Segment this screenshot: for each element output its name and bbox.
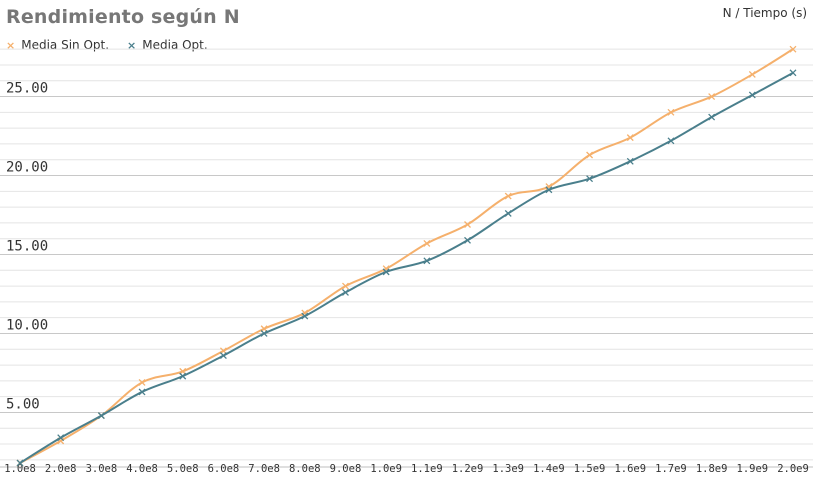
data-point[interactable] bbox=[138, 378, 146, 386]
x-tick-label: 1.0e9 bbox=[370, 463, 402, 475]
legend-label: Media Opt. bbox=[142, 38, 208, 52]
data-point[interactable] bbox=[260, 330, 268, 337]
data-point[interactable] bbox=[626, 157, 634, 165]
x-tick-label: 1.0e8 bbox=[4, 463, 36, 475]
axis-note: N / Tiempo (s) bbox=[722, 6, 807, 20]
data-point[interactable] bbox=[748, 70, 756, 78]
x-tick-label: 1.8e9 bbox=[696, 463, 728, 475]
data-point[interactable] bbox=[667, 137, 675, 145]
data-point[interactable] bbox=[708, 113, 716, 121]
x-tick-label: 5.0e8 bbox=[167, 463, 199, 475]
legend: × Media Sin Opt. × Media Opt. bbox=[6, 38, 208, 52]
y-tick-label: 25.00 bbox=[6, 81, 48, 97]
data-point[interactable] bbox=[626, 134, 634, 142]
data-point[interactable] bbox=[464, 221, 471, 228]
data-point[interactable] bbox=[504, 209, 512, 217]
data-point[interactable] bbox=[342, 282, 349, 290]
legend-marker-icon: × bbox=[127, 38, 137, 52]
x-tick-label: 6.0e8 bbox=[208, 463, 240, 475]
legend-label: Media Sin Opt. bbox=[21, 38, 110, 52]
series-line-0 bbox=[19, 48, 794, 464]
data-point[interactable] bbox=[219, 352, 227, 360]
y-tick-label: 5.00 bbox=[6, 396, 40, 412]
x-tick-label: 4.0e8 bbox=[126, 463, 158, 475]
y-tick-label: 15.00 bbox=[6, 239, 48, 255]
x-tick-label: 1.4e9 bbox=[533, 463, 565, 475]
x-tick-label: 1.7e9 bbox=[655, 463, 687, 475]
x-tick-label: 1.2e9 bbox=[452, 463, 484, 475]
data-point[interactable] bbox=[97, 412, 105, 420]
data-point[interactable] bbox=[16, 459, 24, 467]
data-point[interactable] bbox=[586, 151, 594, 159]
legend-item-sin-opt[interactable]: × Media Sin Opt. bbox=[6, 38, 109, 52]
x-tick-label: 7.0e8 bbox=[248, 463, 280, 475]
x-tick-label: 2.0e9 bbox=[777, 463, 809, 475]
data-point[interactable] bbox=[464, 236, 471, 244]
x-tick-label: 1.1e9 bbox=[411, 463, 443, 475]
data-point[interactable] bbox=[423, 239, 431, 247]
x-tick-label: 8.0e8 bbox=[289, 463, 321, 475]
data-point[interactable] bbox=[57, 434, 65, 442]
x-tick-label: 1.3e9 bbox=[492, 463, 524, 475]
y-tick-label: 20.00 bbox=[6, 160, 48, 176]
data-point[interactable] bbox=[789, 45, 797, 53]
x-tick-label: 1.5e9 bbox=[574, 463, 606, 475]
data-point[interactable] bbox=[586, 175, 594, 183]
x-tick-label: 2.0e8 bbox=[45, 463, 77, 475]
data-point[interactable] bbox=[545, 186, 553, 194]
legend-item-opt[interactable]: × Media Opt. bbox=[127, 38, 208, 52]
x-tick-label: 1.9e9 bbox=[737, 463, 769, 475]
data-point[interactable] bbox=[179, 372, 187, 380]
x-tick-label: 9.0e8 bbox=[330, 463, 362, 475]
data-point[interactable] bbox=[423, 257, 431, 265]
data-point[interactable] bbox=[748, 91, 756, 99]
data-point[interactable] bbox=[504, 192, 512, 200]
data-point[interactable] bbox=[342, 288, 349, 296]
legend-marker-icon: × bbox=[6, 38, 16, 52]
x-tick-label: 3.0e8 bbox=[86, 463, 118, 475]
series-line-1 bbox=[19, 71, 794, 464]
data-point[interactable] bbox=[789, 69, 797, 77]
data-point[interactable] bbox=[667, 108, 675, 116]
data-point[interactable] bbox=[138, 388, 146, 396]
x-tick-label: 1.6e9 bbox=[614, 463, 646, 475]
data-point[interactable] bbox=[382, 268, 390, 276]
data-point[interactable] bbox=[301, 312, 309, 320]
chart-title: Rendimiento según N bbox=[6, 6, 240, 28]
y-tick-label: 10.00 bbox=[6, 317, 48, 333]
data-point[interactable] bbox=[708, 93, 716, 101]
